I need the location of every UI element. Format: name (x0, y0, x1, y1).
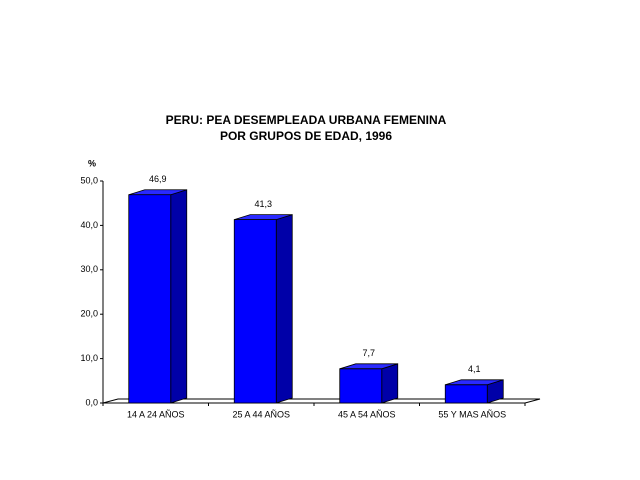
bar (444, 379, 504, 404)
bar-front (339, 368, 383, 404)
bar-side (381, 363, 399, 404)
x-tick-label: 25 A 44 AÑOS (232, 409, 290, 419)
bar-side (170, 189, 188, 404)
y-axis-label: % (88, 158, 96, 168)
y-tick-label: 30,0 (80, 264, 98, 274)
chart-subtitle: POR GRUPOS DE EDAD, 1996 (220, 129, 392, 143)
value-label: 46,9 (149, 174, 167, 184)
bar-front (128, 194, 172, 404)
x-tick-label: 55 Y MAS AÑOS (438, 409, 506, 419)
bar (128, 189, 188, 404)
floor (102, 398, 541, 404)
bar (339, 363, 399, 404)
value-label: 7,7 (362, 348, 375, 358)
y-tick-label: 20,0 (80, 309, 98, 319)
y-tick-label: 10,0 (80, 353, 98, 363)
chart-title: PERU: PEA DESEMPLEADA URBANA FEMENINA (166, 113, 447, 127)
value-label: 4,1 (468, 364, 481, 374)
bar-front (444, 384, 488, 404)
x-tick-label: 14 A 24 AÑOS (127, 409, 185, 419)
y-tick-label: 50,0 (80, 175, 98, 185)
value-label: 41,3 (254, 199, 272, 209)
x-tick-label: 45 A 54 AÑOS (338, 409, 396, 419)
y-tick-label: 0,0 (85, 397, 98, 407)
bar-front (233, 219, 277, 404)
bar-side (275, 214, 293, 404)
bar (233, 214, 293, 404)
y-tick-label: 40,0 (80, 220, 98, 230)
